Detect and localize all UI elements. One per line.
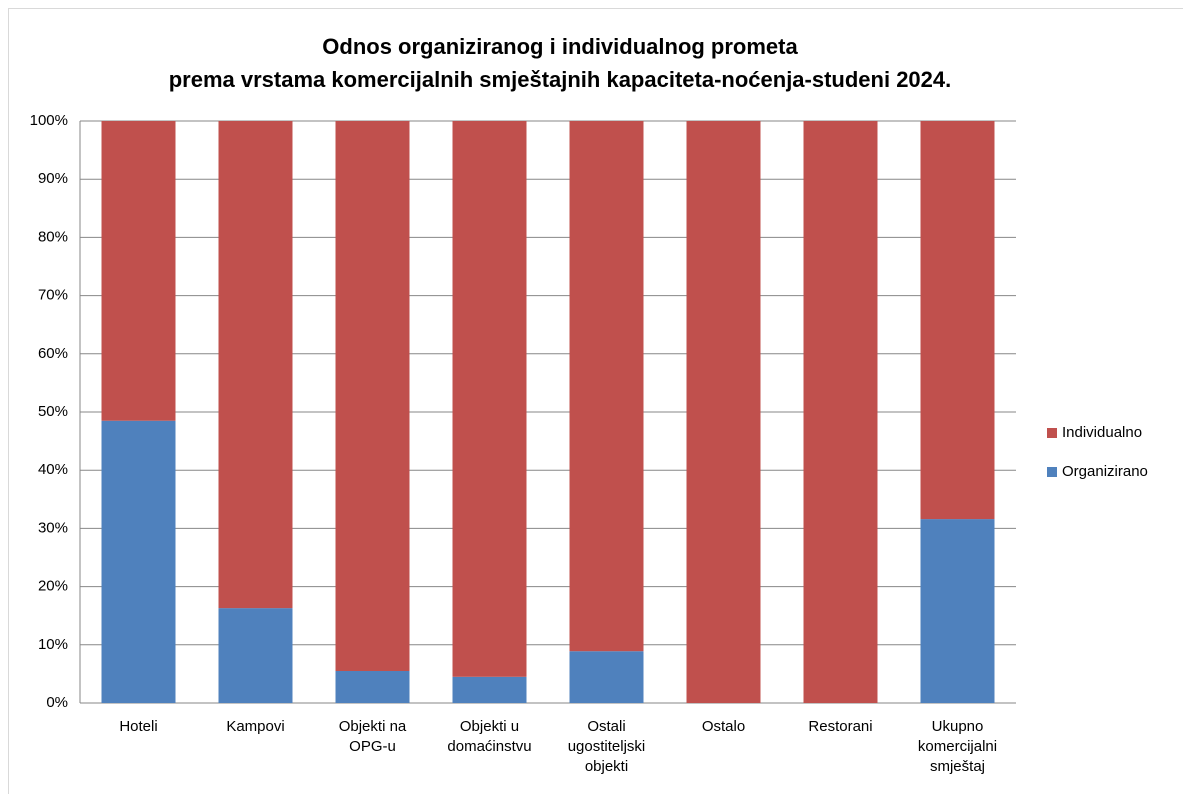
- legend-label: Individualno: [1062, 424, 1142, 441]
- x-tick-label: Ukupno komercijalni smještaj: [917, 718, 998, 775]
- bar-segment: [569, 651, 644, 703]
- x-tick-label: Hoteli: [119, 718, 158, 735]
- x-tick-label: Objekti na OPG-u: [338, 718, 407, 755]
- bar-segment: [218, 608, 293, 703]
- y-tick-label: 100%: [30, 112, 68, 129]
- y-tick-label: 50%: [38, 403, 68, 420]
- bar-segment: [218, 121, 293, 609]
- bar-segment: [335, 670, 410, 703]
- y-tick-label: 60%: [38, 345, 68, 362]
- bar-segment: [452, 121, 527, 677]
- chart-title: Odnos organiziranog i individualnog prom…: [168, 34, 952, 92]
- bar-segment: [686, 121, 761, 703]
- y-tick-label: 20%: [38, 578, 68, 595]
- x-tick-label: Ostali ugostiteljski objekti: [567, 718, 646, 775]
- y-tick-label: 40%: [38, 461, 68, 478]
- bar-segment: [101, 121, 176, 421]
- bar-segment: [101, 420, 176, 703]
- bar-segment: [920, 519, 995, 703]
- y-tick-label: 10%: [38, 636, 68, 653]
- y-tick-label: 70%: [38, 287, 68, 304]
- x-tick-label: Kampovi: [226, 718, 285, 735]
- x-tick-label: Restorani: [808, 718, 873, 735]
- legend-swatch: [1047, 467, 1057, 477]
- x-tick-label: Objekti u domaćinstvu: [447, 718, 532, 755]
- y-tick-label: 0%: [46, 694, 68, 711]
- y-tick-label: 30%: [38, 519, 68, 536]
- bar-segment: [803, 121, 878, 703]
- bar-segment: [920, 121, 995, 520]
- legend-swatch: [1047, 428, 1057, 438]
- bar-segment: [335, 121, 410, 671]
- bar-segment: [452, 676, 527, 703]
- legend-label: Organizirano: [1062, 463, 1148, 480]
- x-tick-label: Ostalo: [701, 718, 746, 735]
- bar-segment: [569, 121, 644, 652]
- y-tick-label: 90%: [38, 170, 68, 187]
- y-tick-label: 80%: [38, 228, 68, 245]
